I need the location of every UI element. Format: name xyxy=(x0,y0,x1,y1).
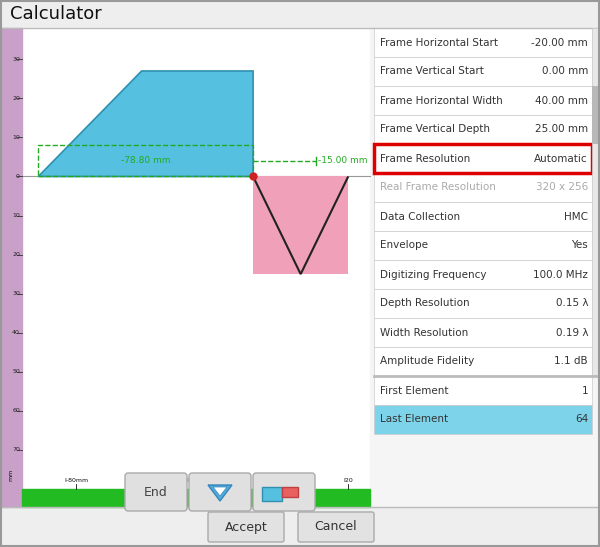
Text: 1: 1 xyxy=(581,386,588,395)
Bar xyxy=(262,487,282,501)
Text: 0.19 λ: 0.19 λ xyxy=(556,328,588,337)
Text: I-20: I-20 xyxy=(233,478,245,482)
Text: Frame Vertical Depth: Frame Vertical Depth xyxy=(380,125,490,135)
Text: 50: 50 xyxy=(12,369,20,374)
Text: 70: 70 xyxy=(12,447,20,452)
Bar xyxy=(253,177,348,274)
Bar xyxy=(0,507,600,547)
Polygon shape xyxy=(38,71,253,177)
Bar xyxy=(374,289,592,318)
Text: First Element: First Element xyxy=(380,386,449,395)
Bar xyxy=(374,202,592,231)
FancyBboxPatch shape xyxy=(125,473,187,511)
Bar xyxy=(374,86,592,115)
FancyBboxPatch shape xyxy=(298,512,374,542)
Polygon shape xyxy=(208,485,232,501)
Bar xyxy=(0,28,370,507)
Text: I-40: I-40 xyxy=(179,478,191,482)
Text: -20.00 mm: -20.00 mm xyxy=(531,38,588,48)
Text: Envelope: Envelope xyxy=(380,241,428,251)
Bar xyxy=(374,376,592,405)
Text: 20: 20 xyxy=(12,96,20,101)
Text: 40: 40 xyxy=(12,330,20,335)
Text: 30: 30 xyxy=(12,291,20,296)
Text: -15.00 mm: -15.00 mm xyxy=(317,156,367,165)
Bar xyxy=(374,347,592,376)
Text: I-80mm: I-80mm xyxy=(64,478,88,482)
Polygon shape xyxy=(213,487,227,496)
Bar xyxy=(592,86,599,144)
Text: Width Resolution: Width Resolution xyxy=(380,328,468,337)
Text: 20: 20 xyxy=(12,252,20,257)
Text: mm: mm xyxy=(8,469,14,481)
Text: -78.80 mm: -78.80 mm xyxy=(121,156,170,165)
Text: HMC: HMC xyxy=(564,212,588,222)
Text: 10: 10 xyxy=(12,213,20,218)
Bar xyxy=(374,115,592,144)
Bar xyxy=(374,57,592,86)
Text: 0.15 λ: 0.15 λ xyxy=(556,299,588,309)
FancyBboxPatch shape xyxy=(208,512,284,542)
Bar xyxy=(0,0,600,28)
Text: End: End xyxy=(144,486,168,498)
Text: 100.0 MHz: 100.0 MHz xyxy=(533,270,588,280)
Text: Automatic: Automatic xyxy=(535,154,588,164)
Bar xyxy=(0,28,22,507)
Bar xyxy=(374,144,592,173)
Text: I-60: I-60 xyxy=(125,478,137,482)
Text: 30: 30 xyxy=(12,57,20,62)
Text: Frame Horizontal Width: Frame Horizontal Width xyxy=(380,96,503,106)
Text: Digitizing Frequency: Digitizing Frequency xyxy=(380,270,487,280)
Bar xyxy=(374,173,592,202)
Text: Frame Horizontal Start: Frame Horizontal Start xyxy=(380,38,498,48)
Text: 40.00 mm: 40.00 mm xyxy=(535,96,588,106)
Text: Depth Resolution: Depth Resolution xyxy=(380,299,470,309)
Text: 60: 60 xyxy=(12,409,20,414)
Bar xyxy=(370,28,600,507)
Bar xyxy=(374,405,592,434)
FancyBboxPatch shape xyxy=(253,473,315,511)
Bar xyxy=(592,28,599,376)
Text: Amplitude Fidelity: Amplitude Fidelity xyxy=(380,357,474,366)
Text: Calculator: Calculator xyxy=(10,5,102,23)
Bar xyxy=(374,144,592,173)
FancyBboxPatch shape xyxy=(189,473,251,511)
Bar xyxy=(374,28,592,57)
Text: 25.00 mm: 25.00 mm xyxy=(535,125,588,135)
Text: 10: 10 xyxy=(12,135,20,140)
Bar xyxy=(374,318,592,347)
Bar xyxy=(374,231,592,260)
Bar xyxy=(374,260,592,289)
Text: 0: 0 xyxy=(16,174,20,179)
Text: Data Collection: Data Collection xyxy=(380,212,460,222)
Text: Io: Io xyxy=(291,478,297,482)
Bar xyxy=(282,487,298,497)
Bar xyxy=(38,145,253,177)
Text: 64: 64 xyxy=(575,415,588,424)
Text: 1.1 dB: 1.1 dB xyxy=(554,357,588,366)
Text: 0.00 mm: 0.00 mm xyxy=(542,67,588,77)
Text: Cancel: Cancel xyxy=(314,521,358,533)
Text: Frame Resolution: Frame Resolution xyxy=(380,154,470,164)
Bar xyxy=(22,489,370,507)
Text: Frame Vertical Start: Frame Vertical Start xyxy=(380,67,484,77)
Text: I20: I20 xyxy=(343,478,353,482)
Text: 320 x 256: 320 x 256 xyxy=(536,183,588,193)
Text: Accept: Accept xyxy=(224,521,268,533)
Text: Real Frame Resolution: Real Frame Resolution xyxy=(380,183,496,193)
Text: Last Element: Last Element xyxy=(380,415,448,424)
Text: Yes: Yes xyxy=(571,241,588,251)
